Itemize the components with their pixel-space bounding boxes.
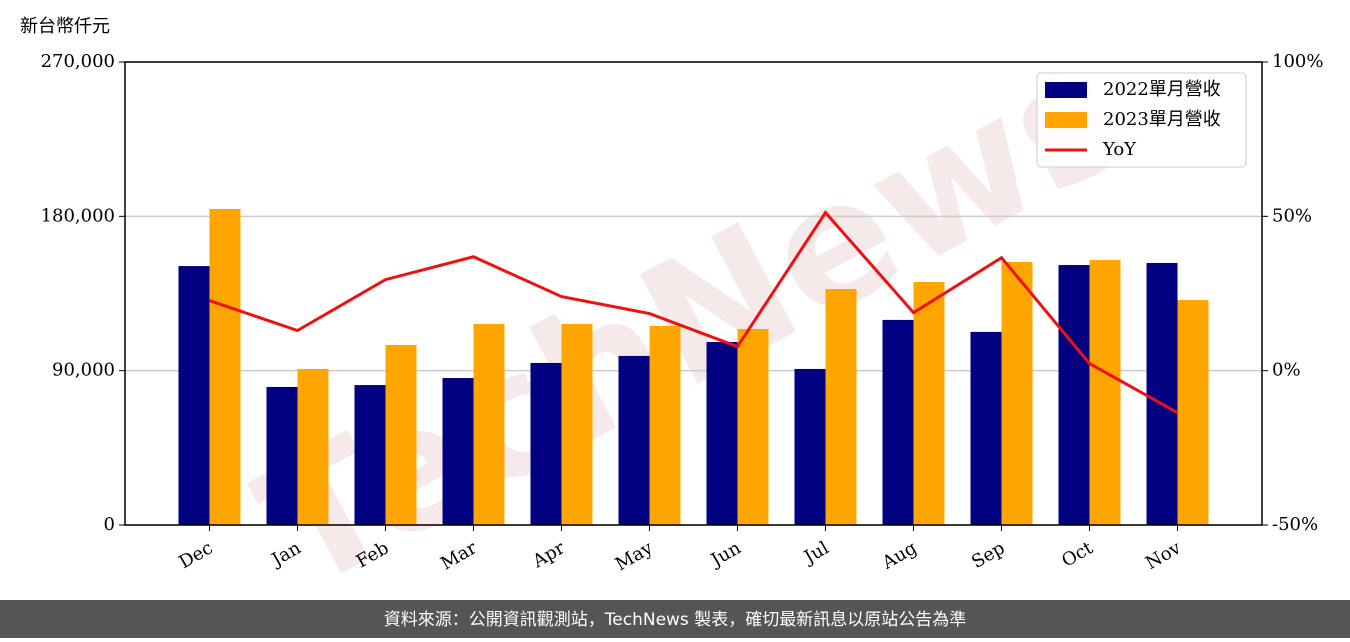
- bar: [530, 362, 562, 525]
- bar: [178, 266, 210, 525]
- legend-label: 2022單月營收: [1103, 79, 1221, 100]
- bar: [913, 282, 945, 525]
- bar: [737, 328, 769, 525]
- x-tick-label: Sep: [968, 537, 1008, 572]
- bar: [1089, 260, 1121, 525]
- y2-tick-label: 50%: [1272, 205, 1312, 226]
- bar: [354, 385, 386, 525]
- bar: [649, 325, 681, 525]
- y2-tick-label: -50%: [1272, 514, 1318, 535]
- bar: [1058, 265, 1090, 525]
- y-tick-label: 180,000: [41, 205, 115, 226]
- bar: [561, 324, 593, 525]
- bar: [1177, 300, 1209, 525]
- x-tick-label: Apr: [528, 537, 568, 572]
- y-tick-label: 0: [104, 514, 115, 535]
- legend-swatch: [1045, 82, 1087, 98]
- legend-swatch: [1045, 112, 1087, 128]
- bar: [706, 342, 738, 525]
- bar: [970, 331, 1002, 525]
- x-tick-label: May: [612, 537, 657, 575]
- y2-tick-label: 100%: [1272, 51, 1323, 72]
- bar: [882, 319, 914, 525]
- unit-label: 新台幣仟元: [20, 16, 110, 37]
- bar: [266, 386, 298, 525]
- footer: 資料來源：公開資訊觀測站，TechNews 製表，確切最新訊息以原站公告為準: [384, 610, 966, 630]
- bar: [209, 208, 241, 525]
- bar: [297, 368, 329, 525]
- bar: [618, 355, 650, 525]
- x-tick-label: Nov: [1142, 537, 1185, 574]
- bar: [794, 368, 826, 525]
- y-tick-label: 270,000: [41, 51, 115, 72]
- line: [208, 210, 1179, 414]
- bar: [385, 344, 417, 525]
- y-tick-label: 90,000: [52, 360, 115, 381]
- x-tick-label: Dec: [176, 537, 217, 573]
- y2-tick-label: 0%: [1272, 360, 1301, 381]
- bar: [825, 289, 857, 525]
- bar: [442, 378, 474, 525]
- legend-label: 2023單月營收: [1103, 109, 1221, 130]
- x-tick-label: Oct: [1058, 537, 1097, 572]
- plot-frame: [124, 61, 1263, 526]
- x-tick-label: Jun: [706, 537, 745, 572]
- x-tick-label: Aug: [878, 537, 921, 574]
- bar: [1146, 262, 1178, 525]
- legend-label: YoY: [1102, 139, 1137, 160]
- bar: [473, 324, 505, 525]
- legend-box: [1036, 72, 1247, 168]
- x-tick-label: Jul: [799, 537, 833, 569]
- footer-bar: [0, 600, 1350, 638]
- bar: [1001, 261, 1033, 525]
